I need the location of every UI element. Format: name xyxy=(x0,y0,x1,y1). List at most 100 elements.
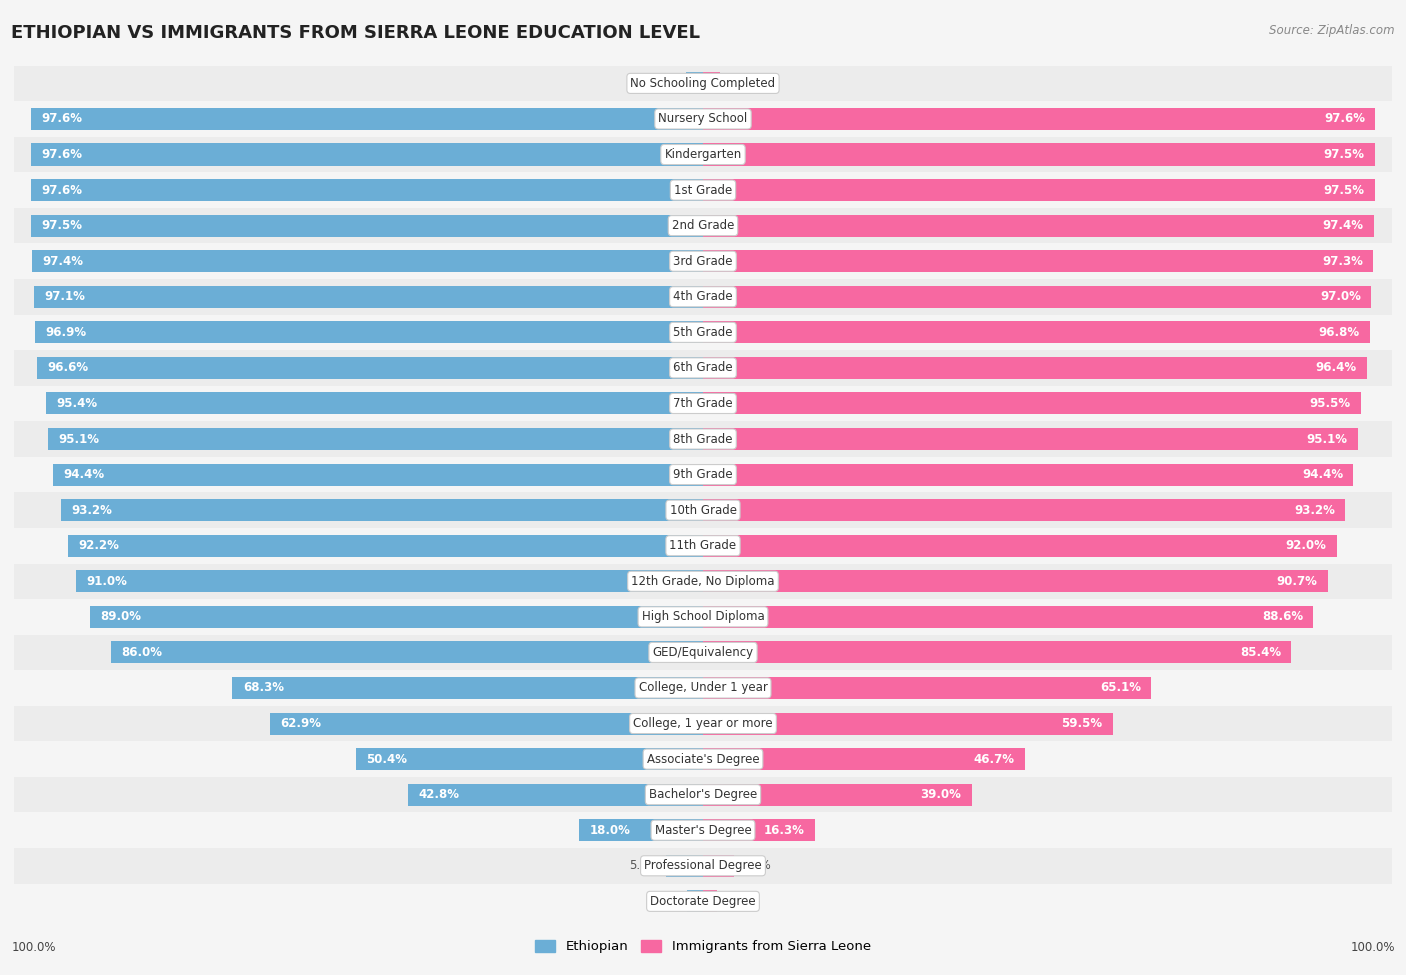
Bar xyxy=(703,251,1374,272)
Text: 9th Grade: 9th Grade xyxy=(673,468,733,481)
Text: Professional Degree: Professional Degree xyxy=(644,859,762,873)
Text: 96.8%: 96.8% xyxy=(1319,326,1360,339)
Text: 2.5%: 2.5% xyxy=(727,77,756,90)
Bar xyxy=(48,428,703,450)
Bar xyxy=(703,570,1327,592)
Text: 95.1%: 95.1% xyxy=(58,433,100,446)
Bar xyxy=(31,108,703,130)
Bar xyxy=(703,890,717,913)
Bar xyxy=(14,101,1392,136)
Text: 92.0%: 92.0% xyxy=(1285,539,1326,552)
Text: 91.0%: 91.0% xyxy=(86,575,128,588)
Text: 2.4%: 2.4% xyxy=(650,77,679,90)
Bar xyxy=(686,72,703,95)
Bar xyxy=(14,741,1392,777)
Text: 97.0%: 97.0% xyxy=(1320,291,1361,303)
Text: 97.5%: 97.5% xyxy=(1323,183,1364,197)
Bar xyxy=(14,883,1392,919)
Bar xyxy=(688,890,703,913)
Text: 65.1%: 65.1% xyxy=(1099,682,1142,694)
Bar xyxy=(703,72,720,95)
Bar xyxy=(703,108,1375,130)
Bar xyxy=(703,784,972,805)
Bar xyxy=(14,173,1392,208)
Text: 100.0%: 100.0% xyxy=(1350,941,1395,954)
Bar xyxy=(31,179,703,201)
Text: 93.2%: 93.2% xyxy=(1294,504,1334,517)
Text: 11th Grade: 11th Grade xyxy=(669,539,737,552)
Text: 5th Grade: 5th Grade xyxy=(673,326,733,339)
Text: 88.6%: 88.6% xyxy=(1263,610,1303,623)
Text: 50.4%: 50.4% xyxy=(366,753,408,765)
Bar xyxy=(14,564,1392,599)
Text: 96.4%: 96.4% xyxy=(1316,362,1357,374)
Text: 10th Grade: 10th Grade xyxy=(669,504,737,517)
Bar xyxy=(703,179,1375,201)
Bar xyxy=(356,748,703,770)
Text: Nursery School: Nursery School xyxy=(658,112,748,126)
Bar xyxy=(67,534,703,557)
Text: 97.6%: 97.6% xyxy=(1324,112,1365,126)
Text: 3rd Grade: 3rd Grade xyxy=(673,254,733,268)
Bar xyxy=(703,713,1114,734)
Text: 97.1%: 97.1% xyxy=(45,291,86,303)
Bar xyxy=(14,635,1392,670)
Bar xyxy=(14,136,1392,173)
Text: 2nd Grade: 2nd Grade xyxy=(672,219,734,232)
Bar xyxy=(31,143,703,166)
Text: 97.5%: 97.5% xyxy=(1323,148,1364,161)
Text: 1st Grade: 1st Grade xyxy=(673,183,733,197)
Text: High School Diploma: High School Diploma xyxy=(641,610,765,623)
Bar xyxy=(60,499,703,522)
Bar xyxy=(34,286,703,308)
Text: Master's Degree: Master's Degree xyxy=(655,824,751,837)
Bar xyxy=(703,499,1346,522)
Bar xyxy=(703,357,1367,379)
Text: No Schooling Completed: No Schooling Completed xyxy=(630,77,776,90)
Bar xyxy=(14,386,1392,421)
Bar xyxy=(666,855,703,877)
Text: 46.7%: 46.7% xyxy=(973,753,1014,765)
Bar xyxy=(703,214,1374,237)
Text: 6th Grade: 6th Grade xyxy=(673,362,733,374)
Bar xyxy=(703,322,1369,343)
Bar xyxy=(408,784,703,805)
Text: 93.2%: 93.2% xyxy=(72,504,112,517)
Bar xyxy=(35,322,703,343)
Text: 4th Grade: 4th Grade xyxy=(673,291,733,303)
Text: 2.3%: 2.3% xyxy=(651,895,681,908)
Bar xyxy=(703,748,1025,770)
Bar xyxy=(703,463,1354,486)
Text: 68.3%: 68.3% xyxy=(243,682,284,694)
Bar xyxy=(14,279,1392,315)
Text: Bachelor's Degree: Bachelor's Degree xyxy=(650,788,756,801)
Text: 39.0%: 39.0% xyxy=(921,788,962,801)
Text: 42.8%: 42.8% xyxy=(419,788,460,801)
Text: 97.4%: 97.4% xyxy=(1323,219,1364,232)
Text: Doctorate Degree: Doctorate Degree xyxy=(650,895,756,908)
Bar xyxy=(14,848,1392,883)
Bar xyxy=(38,357,703,379)
Bar xyxy=(14,350,1392,386)
Text: 94.4%: 94.4% xyxy=(1302,468,1343,481)
Bar xyxy=(14,315,1392,350)
Legend: Ethiopian, Immigrants from Sierra Leone: Ethiopian, Immigrants from Sierra Leone xyxy=(530,935,876,958)
Text: 100.0%: 100.0% xyxy=(11,941,56,954)
Bar xyxy=(703,428,1358,450)
Text: 18.0%: 18.0% xyxy=(589,824,630,837)
Text: GED/Equivalency: GED/Equivalency xyxy=(652,645,754,659)
Text: 97.3%: 97.3% xyxy=(1322,254,1362,268)
Text: 96.6%: 96.6% xyxy=(48,362,89,374)
Text: 8th Grade: 8th Grade xyxy=(673,433,733,446)
Bar xyxy=(270,713,703,734)
Bar xyxy=(703,855,734,877)
Bar xyxy=(14,706,1392,741)
Bar xyxy=(703,605,1313,628)
Bar xyxy=(703,393,1361,414)
Text: 62.9%: 62.9% xyxy=(280,717,321,730)
Bar xyxy=(14,599,1392,635)
Bar xyxy=(14,527,1392,564)
Bar xyxy=(703,286,1371,308)
Text: 97.5%: 97.5% xyxy=(42,219,83,232)
Text: 95.5%: 95.5% xyxy=(1309,397,1351,410)
